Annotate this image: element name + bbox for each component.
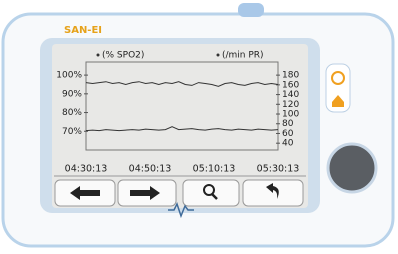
y2-tick-label: 100 — [282, 110, 299, 120]
page: {"brand": "SAN-EI", "chart_data": {"type… — [0, 0, 398, 250]
y2-tick-label: 140 — [282, 90, 299, 100]
brand: SAN-EI — [64, 25, 102, 36]
x-tick-label: 05:10:13 — [193, 164, 236, 175]
y2-tick-label: 120 — [282, 100, 299, 110]
y2-tick-label: 40 — [282, 139, 294, 149]
legend-label: (/min PR) — [222, 51, 264, 61]
round-button[interactable] — [328, 144, 376, 192]
device: SAN-EI 100% 90% 80% 70% 18016014012010080604… — [0, 0, 398, 250]
x-tick-label: 04:50:13 — [129, 164, 172, 175]
top-button[interactable] — [238, 3, 264, 17]
y-tick-label: 90% — [62, 89, 82, 99]
zoom-button[interactable] — [183, 180, 239, 206]
legend-marker — [217, 54, 220, 57]
legend-label: (% SPO2) — [102, 51, 144, 61]
y-tick-label: 100% — [56, 71, 82, 81]
y-tick-label: 80% — [62, 108, 82, 118]
x-tick-label: 04:30:13 — [65, 164, 108, 175]
y2-tick-label: 80 — [282, 119, 294, 129]
y2-tick-label: 160 — [282, 80, 299, 90]
y-tick-label: 70% — [62, 127, 82, 137]
y2-tick-label: 180 — [282, 71, 299, 81]
legend-marker — [97, 54, 100, 57]
y2-tick-label: 60 — [282, 129, 294, 139]
x-tick-label: 05:30:13 — [257, 164, 300, 175]
